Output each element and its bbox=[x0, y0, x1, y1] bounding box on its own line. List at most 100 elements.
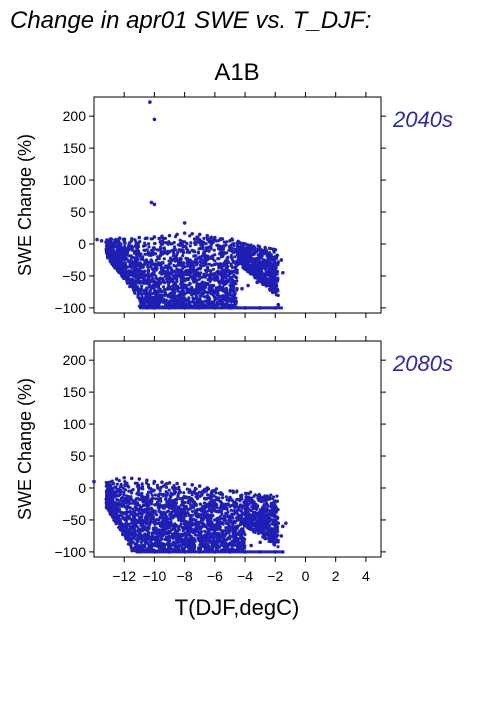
data-point bbox=[188, 281, 192, 285]
data-point bbox=[181, 245, 185, 249]
data-point bbox=[191, 249, 195, 253]
data-point bbox=[122, 261, 127, 265]
data-point bbox=[208, 494, 212, 498]
data-point bbox=[123, 488, 128, 492]
data-point bbox=[126, 538, 130, 542]
data-point bbox=[202, 288, 206, 292]
data-point bbox=[186, 264, 190, 268]
data-point bbox=[198, 298, 202, 302]
data-point bbox=[214, 239, 218, 243]
data-point bbox=[135, 270, 140, 274]
data-point bbox=[240, 262, 244, 266]
data-point bbox=[159, 297, 163, 301]
data-point bbox=[201, 258, 205, 262]
data-point bbox=[145, 306, 149, 310]
data-point bbox=[133, 263, 137, 267]
data-point bbox=[232, 512, 236, 516]
data-point bbox=[204, 502, 208, 506]
data-point bbox=[232, 279, 236, 283]
data-point bbox=[182, 491, 186, 495]
data-point bbox=[216, 498, 220, 502]
data-point bbox=[146, 281, 150, 285]
data-point bbox=[180, 510, 184, 514]
data-point bbox=[194, 242, 198, 246]
data-point bbox=[137, 274, 141, 278]
x-tick-label: −12 bbox=[112, 568, 136, 584]
data-point bbox=[139, 257, 143, 261]
data-point bbox=[228, 269, 232, 273]
data-point bbox=[168, 276, 172, 280]
data-point bbox=[270, 269, 274, 273]
data-point bbox=[248, 248, 253, 252]
data-point bbox=[215, 270, 219, 274]
data-point bbox=[160, 234, 164, 239]
data-point bbox=[225, 240, 229, 244]
data-point bbox=[210, 284, 215, 288]
data-point bbox=[122, 268, 126, 272]
data-point bbox=[232, 502, 237, 506]
data-point bbox=[243, 242, 247, 246]
data-point bbox=[220, 501, 224, 505]
data-point bbox=[237, 249, 241, 253]
data-point bbox=[181, 293, 185, 297]
data-point bbox=[143, 297, 147, 301]
data-point bbox=[165, 280, 170, 284]
y-tick-label: 200 bbox=[63, 108, 87, 124]
data-point bbox=[250, 257, 254, 261]
data-point bbox=[138, 300, 143, 304]
data-point bbox=[224, 268, 228, 272]
panel-label: 2040s bbox=[392, 107, 453, 132]
x-tick-label: −2 bbox=[267, 568, 283, 584]
data-point bbox=[244, 251, 249, 255]
y-tick-label: 150 bbox=[63, 384, 87, 400]
y-tick-label: −100 bbox=[54, 300, 86, 316]
data-point bbox=[115, 245, 119, 249]
data-point bbox=[234, 266, 238, 270]
data-point bbox=[122, 239, 127, 244]
data-point bbox=[238, 540, 242, 545]
data-point bbox=[202, 250, 206, 254]
data-point bbox=[146, 265, 150, 269]
data-point bbox=[125, 265, 130, 269]
data-point bbox=[228, 238, 232, 243]
data-point bbox=[188, 234, 192, 238]
data-point bbox=[127, 244, 131, 248]
data-point bbox=[200, 493, 204, 497]
data-point bbox=[147, 242, 151, 246]
x-tick-label: 0 bbox=[302, 568, 310, 584]
data-point bbox=[266, 524, 270, 528]
data-point bbox=[209, 235, 213, 239]
data-point bbox=[177, 272, 181, 276]
data-point bbox=[152, 202, 157, 207]
data-point bbox=[164, 496, 168, 500]
data-point bbox=[151, 531, 155, 535]
data-point bbox=[221, 279, 225, 283]
data-point bbox=[151, 277, 155, 281]
data-point bbox=[189, 534, 193, 539]
data-point bbox=[149, 273, 153, 277]
data-point bbox=[172, 287, 177, 291]
data-point bbox=[175, 277, 179, 281]
data-point bbox=[221, 254, 225, 258]
data-point bbox=[149, 237, 153, 241]
data-point bbox=[186, 272, 190, 277]
data-point bbox=[140, 263, 145, 267]
data-point bbox=[186, 248, 190, 252]
data-point bbox=[257, 255, 261, 259]
data-point bbox=[192, 237, 196, 241]
data-point bbox=[136, 290, 141, 294]
data-point bbox=[204, 510, 208, 514]
data-point bbox=[121, 495, 125, 500]
data-point bbox=[185, 242, 189, 246]
data-point bbox=[170, 299, 174, 303]
data-point bbox=[189, 268, 193, 273]
data-point bbox=[131, 288, 136, 292]
data-point bbox=[113, 261, 117, 266]
data-point bbox=[142, 278, 146, 282]
data-point bbox=[175, 275, 179, 279]
data-point bbox=[242, 253, 246, 257]
data-point bbox=[146, 262, 150, 266]
data-point bbox=[250, 245, 255, 249]
data-point bbox=[166, 542, 170, 546]
data-point bbox=[176, 298, 180, 302]
